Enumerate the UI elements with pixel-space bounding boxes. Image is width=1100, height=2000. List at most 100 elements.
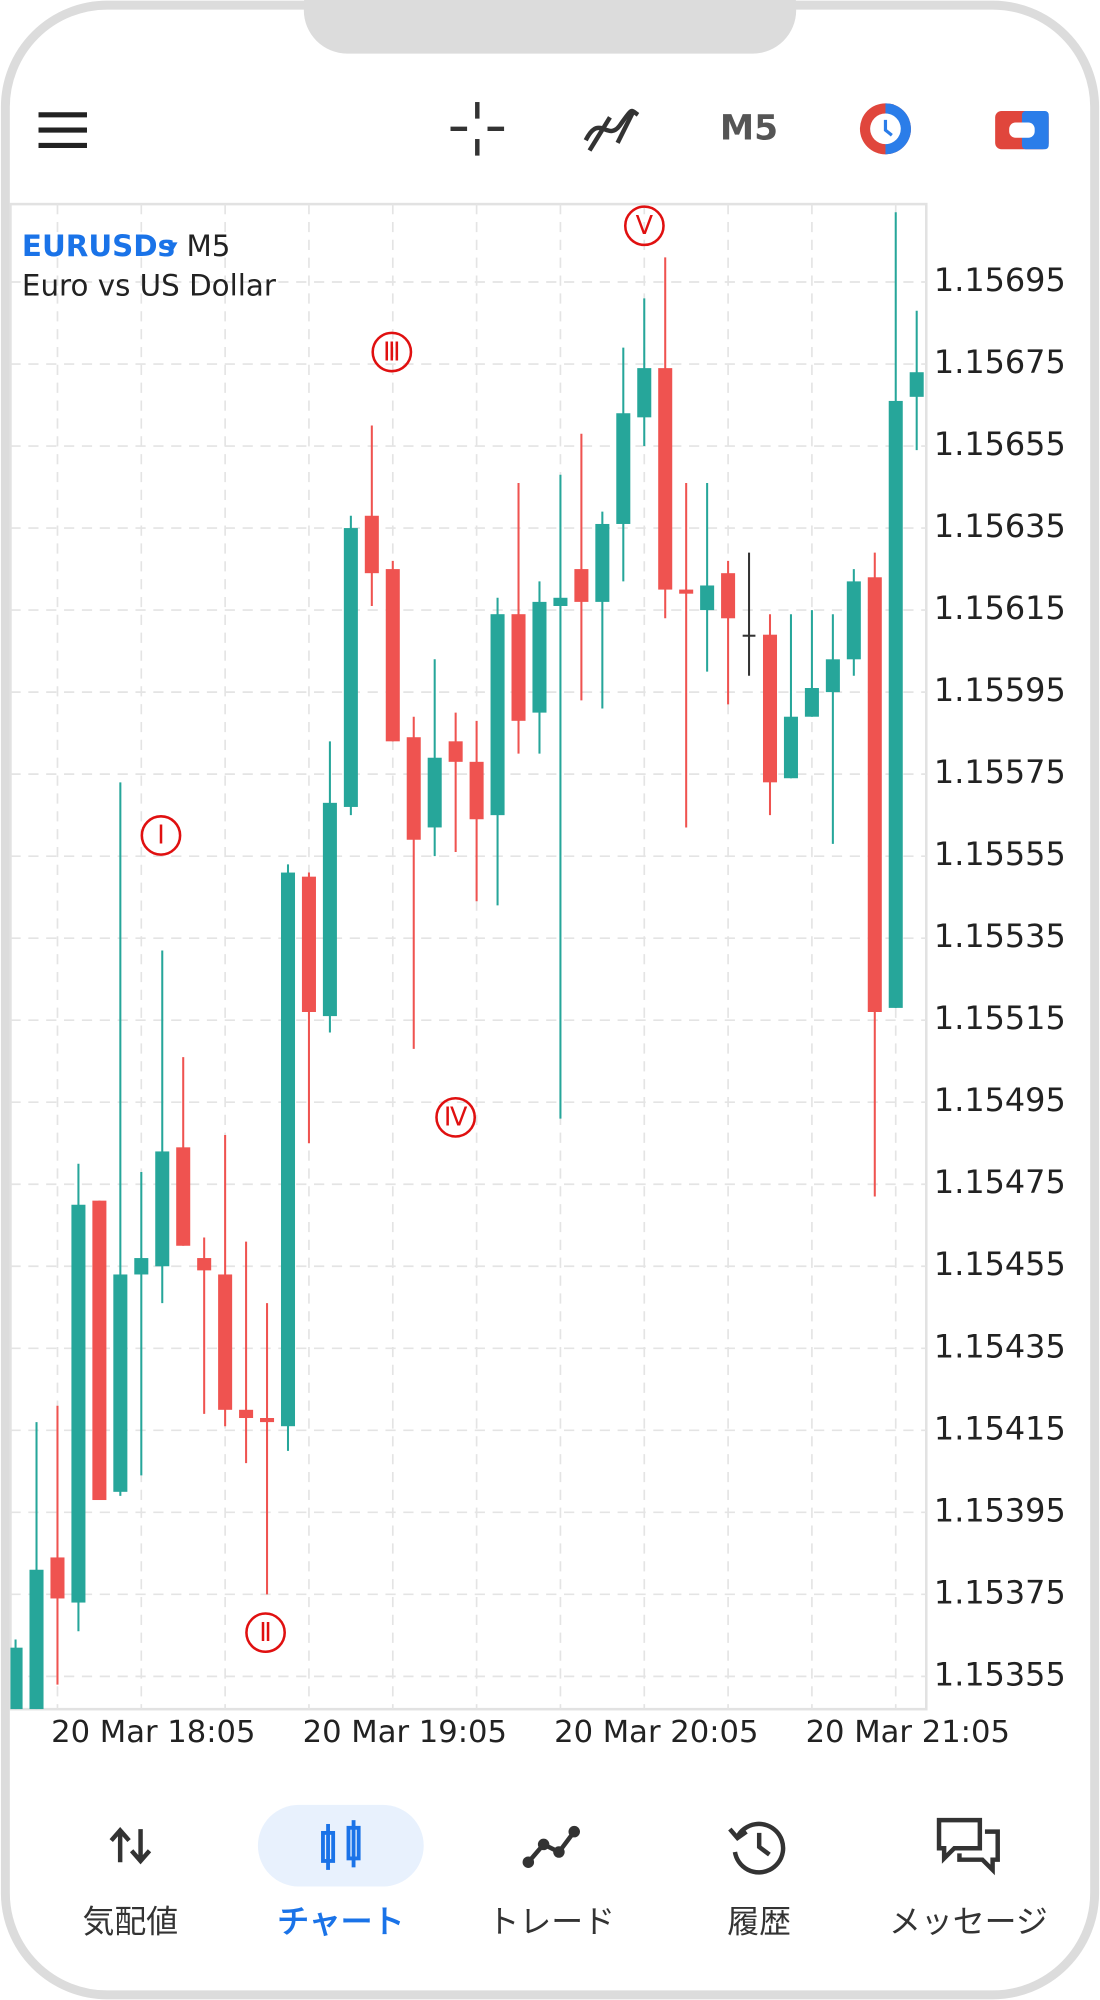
candle-body <box>700 585 715 611</box>
candle-body <box>804 688 819 717</box>
candle-body <box>197 1258 212 1271</box>
y-tick-label: 1.15675 <box>934 343 1066 381</box>
candle-body <box>239 1409 254 1419</box>
y-tick-label: 1.15615 <box>934 589 1066 627</box>
candle-body <box>218 1274 233 1410</box>
candle-body <box>679 589 694 594</box>
candle-body <box>469 761 484 820</box>
candle-body <box>825 659 840 693</box>
candle-body <box>909 372 924 397</box>
y-tick-label: 1.15475 <box>934 1163 1066 1201</box>
candle-body <box>176 1147 191 1246</box>
symbol[interactable]: EURUSDs <box>22 229 175 263</box>
nav-chart[interactable]: チャート <box>257 1804 424 1941</box>
y-tick-label: 1.15635 <box>934 507 1066 545</box>
nav-label[interactable]: 履歴 <box>727 1902 791 1940</box>
candle-body <box>364 515 379 574</box>
candle-body <box>721 573 736 619</box>
nav-quotes[interactable]: 気配値 <box>83 1826 179 1940</box>
candle-body <box>113 1274 128 1492</box>
candle-body <box>762 634 778 783</box>
y-tick-label: 1.15455 <box>934 1245 1066 1283</box>
nav-messages[interactable]: メッセージ <box>889 1817 1048 1940</box>
candle-body <box>71 1204 86 1603</box>
annotation-circle <box>435 1096 477 1138</box>
candle-body <box>427 757 442 828</box>
chart-timeframe: M5 <box>186 229 230 263</box>
annotation: Ⅱ <box>259 1618 272 1648</box>
candle-body <box>448 741 463 762</box>
candle-body <box>260 1418 275 1423</box>
y-tick-label: 1.15575 <box>934 753 1066 791</box>
y-tick-label: 1.15595 <box>934 671 1066 709</box>
candle-body <box>742 634 756 637</box>
y-tick-label: 1.15555 <box>934 835 1066 873</box>
candle-body <box>658 368 673 590</box>
candle-body <box>29 1569 44 1710</box>
candle-body <box>616 413 631 524</box>
candle-body <box>595 523 610 602</box>
candle-body <box>511 614 526 721</box>
y-tick-label: 1.15495 <box>934 1081 1066 1119</box>
symbol-dropdown[interactable] <box>167 242 178 252</box>
nav-label[interactable]: メッセージ <box>889 1902 1048 1940</box>
candle-body <box>92 1200 107 1501</box>
candle-body <box>280 872 296 1427</box>
menu-button[interactable] <box>38 112 87 148</box>
nav-label[interactable]: チャート <box>277 1902 404 1940</box>
y-tick-label: 1.15415 <box>934 1409 1066 1447</box>
nav-active-pill <box>257 1804 424 1887</box>
x-tick-label: 20 Mar 19:05 <box>303 1715 507 1750</box>
candle-body <box>301 876 316 1012</box>
annotation: Ⅳ <box>444 1103 468 1133</box>
annotation: Ⅴ <box>636 211 654 241</box>
candle-body <box>50 1557 65 1599</box>
y-tick-label: 1.15535 <box>934 917 1066 955</box>
clock-button[interactable] <box>859 103 911 155</box>
candle-body <box>385 569 400 742</box>
y-tick-label: 1.15655 <box>934 425 1066 463</box>
nav-history[interactable]: 履歴 <box>727 1821 791 1941</box>
annotation: Ⅰ <box>157 821 165 851</box>
candle-body <box>846 581 861 660</box>
annotation-circle <box>245 1612 286 1654</box>
y-tick-label: 1.15435 <box>934 1327 1066 1365</box>
y-tick-label: 1.15355 <box>934 1655 1066 1693</box>
annotation: Ⅲ <box>383 337 401 367</box>
x-tick-label: 20 Mar 20:05 <box>554 1715 758 1750</box>
candle-body <box>888 400 903 1008</box>
candle-body <box>155 1151 170 1267</box>
notch <box>303 0 797 54</box>
nav-label[interactable]: 気配値 <box>83 1902 179 1940</box>
timeframe-button[interactable]: M5 <box>720 109 778 149</box>
nav-label[interactable]: トレード <box>488 1902 616 1940</box>
candles <box>10 212 924 1710</box>
nav-trade[interactable]: トレード <box>488 1825 616 1941</box>
labels: 1.15355 1.15375 1.15395 1.15415 1.15435 1.154… <box>51 205 1066 1750</box>
y-tick-label: 1.15695 <box>934 261 1066 299</box>
candle-body <box>490 614 505 816</box>
candle-body <box>553 597 568 606</box>
candle-body <box>783 716 798 779</box>
candle-body <box>867 577 882 1012</box>
y-tick-label: 1.15515 <box>934 999 1066 1037</box>
x-tick-label: 20 Mar 18:05 <box>51 1715 255 1750</box>
annotation-circle <box>140 815 182 856</box>
indicator-button[interactable] <box>583 108 640 152</box>
candle-body <box>637 368 652 418</box>
trade-button[interactable] <box>995 110 1049 150</box>
candle-body <box>10 1647 23 1710</box>
crosshair-button[interactable] <box>450 102 505 156</box>
y-tick-label: 1.15375 <box>934 1573 1066 1611</box>
symbol-description: Euro vs US Dollar <box>22 268 277 302</box>
annotation-circle <box>623 205 665 247</box>
plot-frame <box>9 202 928 1711</box>
candle-body <box>343 528 358 807</box>
candle-body <box>322 802 337 1017</box>
annotation-circle <box>371 331 413 373</box>
candle-body <box>406 737 421 840</box>
y-tick-label: 1.15395 <box>934 1491 1066 1529</box>
